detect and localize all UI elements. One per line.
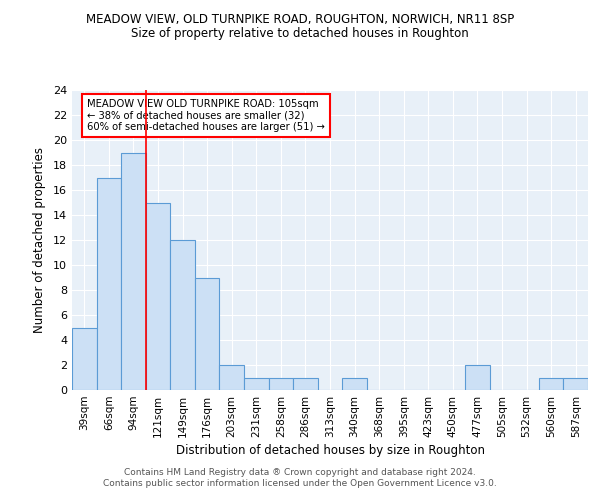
X-axis label: Distribution of detached houses by size in Roughton: Distribution of detached houses by size … — [176, 444, 485, 457]
Bar — [293, 378, 318, 390]
Bar — [269, 378, 293, 390]
Text: MEADOW VIEW, OLD TURNPIKE ROAD, ROUGHTON, NORWICH, NR11 8SP: MEADOW VIEW, OLD TURNPIKE ROAD, ROUGHTON… — [86, 12, 514, 26]
Text: Size of property relative to detached houses in Roughton: Size of property relative to detached ho… — [131, 28, 469, 40]
Y-axis label: Number of detached properties: Number of detached properties — [33, 147, 46, 333]
Bar — [220, 365, 244, 390]
Bar — [465, 365, 490, 390]
Text: Contains HM Land Registry data ® Crown copyright and database right 2024.
Contai: Contains HM Land Registry data ® Crown c… — [103, 468, 497, 487]
Text: MEADOW VIEW OLD TURNPIKE ROAD: 105sqm
← 38% of detached houses are smaller (32)
: MEADOW VIEW OLD TURNPIKE ROAD: 105sqm ← … — [88, 99, 325, 132]
Bar — [539, 378, 563, 390]
Bar — [342, 378, 367, 390]
Bar — [195, 278, 220, 390]
Bar — [72, 328, 97, 390]
Bar — [244, 378, 269, 390]
Bar — [146, 202, 170, 390]
Bar — [121, 152, 146, 390]
Bar — [170, 240, 195, 390]
Bar — [563, 378, 588, 390]
Bar — [97, 178, 121, 390]
